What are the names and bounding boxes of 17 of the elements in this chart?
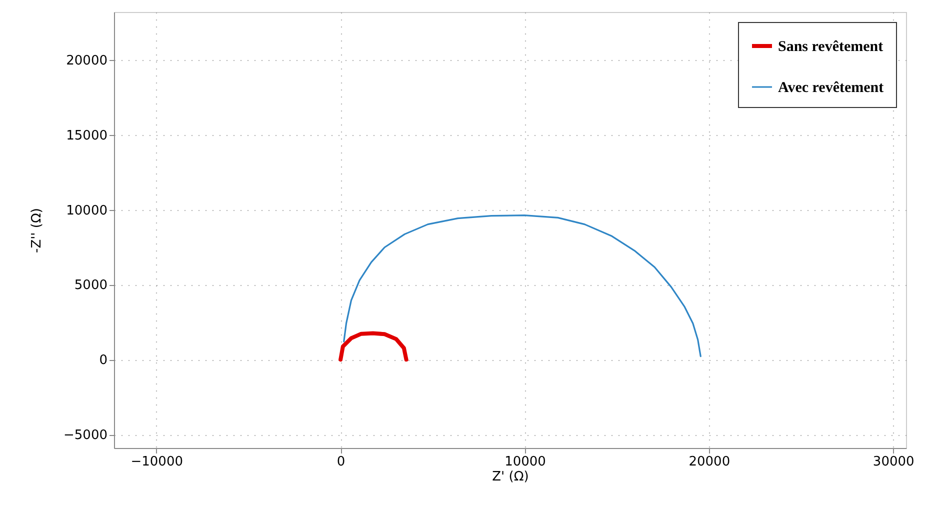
line-series [343, 214, 702, 358]
y-axis-title: -Z'' (Ω) [30, 208, 45, 253]
x-tick-label: 20000 [688, 454, 730, 470]
legend-label: Sans revêtement [778, 39, 884, 55]
legend-label: Avec revêtement [778, 80, 884, 96]
line-series [338, 331, 408, 362]
y-tick-label: −5000 [64, 428, 108, 444]
y-tick-label: 0 [99, 353, 108, 368]
x-tick-label: 30000 [872, 454, 914, 470]
y-tick-label: 5000 [74, 278, 108, 294]
y-tick-label: 15000 [66, 128, 108, 144]
x-tick-label: 10000 [504, 454, 546, 470]
x-tick-label: −10000 [130, 454, 183, 470]
y-tick-label: 10000 [66, 203, 108, 218]
x-tick-label: 0 [336, 454, 346, 470]
x-axis-title: Z' (Ω) [492, 470, 529, 484]
y-tick-label: 20000 [66, 53, 108, 68]
